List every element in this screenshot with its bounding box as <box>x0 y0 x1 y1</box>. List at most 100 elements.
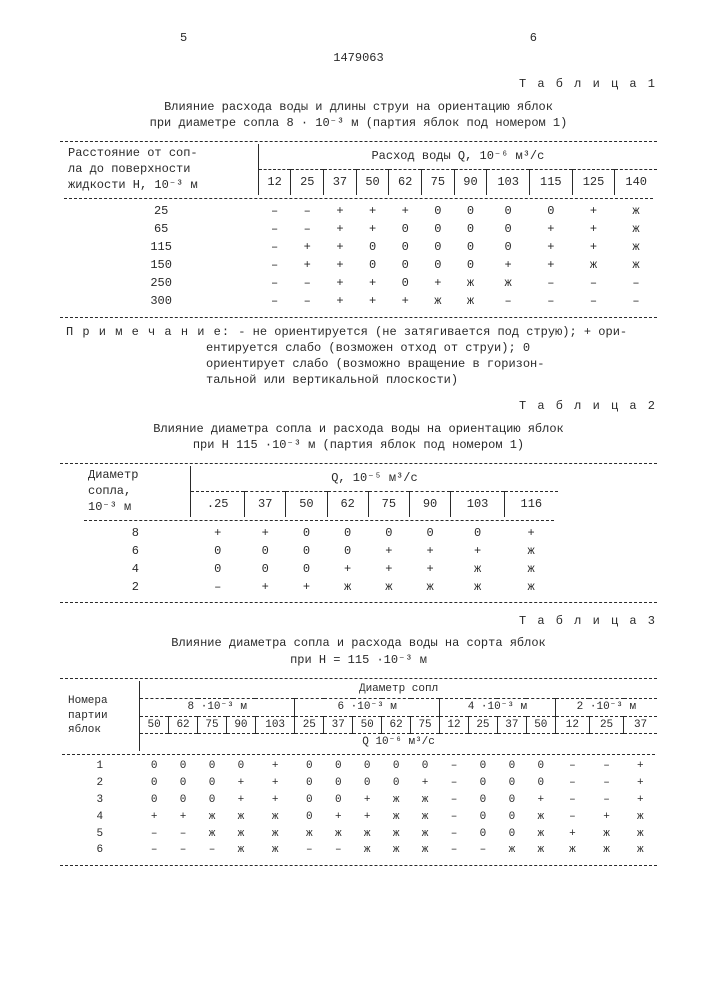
table3-cell: – <box>198 842 227 859</box>
table3-col: 12 <box>555 716 589 734</box>
table1-cell: 0 <box>487 202 530 220</box>
table3-col: 75 <box>411 716 440 734</box>
table1-cell: 0 <box>454 202 487 220</box>
table1-cell: + <box>389 202 422 220</box>
table3-cell: ж <box>382 792 411 809</box>
table1-caption-l2: при диаметре сопла 8 · 10⁻³ м (партия яб… <box>60 115 657 131</box>
table2-col: .25 <box>191 491 245 516</box>
table2-cell: + <box>191 524 245 542</box>
table-row: 250––++0+жж––– <box>60 274 657 292</box>
table3-cell: + <box>353 792 382 809</box>
table2-cell: 0 <box>245 560 286 578</box>
table3-cell: 0 <box>140 775 169 792</box>
table1-cell: 0 <box>487 220 530 238</box>
table2-cell: ж <box>368 578 409 596</box>
table1-cell: 0 <box>356 256 389 274</box>
table1-cell: + <box>324 292 357 310</box>
table1-cell: – <box>258 202 291 220</box>
table3-cell: ж <box>295 826 324 843</box>
table1-cell: + <box>324 256 357 274</box>
table1-col: 25 <box>291 169 324 194</box>
table1-cell: ж <box>487 274 530 292</box>
table2-rowhdr: Диаметр сопла, 10⁻³ м <box>80 466 191 517</box>
table3-col: 90 <box>226 716 255 734</box>
table3-cell: + <box>624 792 657 809</box>
table3-cell: + <box>169 809 198 826</box>
table3-cell: 0 <box>497 809 526 826</box>
table3-cell: ж <box>411 792 440 809</box>
table3-cell: + <box>140 809 169 826</box>
table3-cell: ж <box>353 842 382 859</box>
table3-cell: 0 <box>468 792 497 809</box>
table3-cell: 0 <box>140 758 169 775</box>
table2-row-h: 8 <box>80 524 191 542</box>
table3-cell: – <box>324 842 353 859</box>
table2-row-h: 2 <box>80 578 191 596</box>
table3-q-header: Q 10⁻⁶ м³/с <box>140 734 657 751</box>
table2-cell: 0 <box>286 542 327 560</box>
t3-rh-l1: Номера <box>68 695 108 707</box>
table3-cell: 0 <box>226 758 255 775</box>
table2-col: 75 <box>368 491 409 516</box>
table3-cell: – <box>140 842 169 859</box>
table1-cell: 0 <box>422 256 455 274</box>
table3-cell: ж <box>255 809 294 826</box>
table2-col: 62 <box>327 491 368 516</box>
table3-cell: ж <box>526 826 555 843</box>
table2-cell: + <box>451 542 505 560</box>
table3-group: 4 ·10⁻³ м <box>440 698 556 716</box>
table2-cell: ж <box>327 578 368 596</box>
table3-col: 50 <box>353 716 382 734</box>
table3-cell: – <box>555 792 589 809</box>
note-l3: ориентирует слабо (возможно вращение в г… <box>206 356 657 372</box>
table1-cell: 0 <box>529 202 572 220</box>
table-row: 2000++0000+–000––+ <box>60 775 657 792</box>
table3-cell: – <box>140 826 169 843</box>
table2-col: 116 <box>505 491 558 516</box>
page-num-right: 6 <box>530 30 537 46</box>
table1-col: 75 <box>422 169 455 194</box>
table2-cell: ж <box>451 578 505 596</box>
table3-col: 50 <box>140 716 169 734</box>
table2-cell: + <box>505 524 558 542</box>
table3-cell: 0 <box>353 775 382 792</box>
table2-col: 90 <box>409 491 450 516</box>
note-block: П р и м е ч а н и е: - не ориентируется … <box>66 324 657 389</box>
table1-col: 125 <box>572 169 615 194</box>
table1-cell: + <box>422 274 455 292</box>
table3-group: 6 ·10⁻³ м <box>295 698 440 716</box>
table3-cell: 0 <box>169 758 198 775</box>
table3-cell: ж <box>382 826 411 843</box>
table3-row-h: 5 <box>60 826 140 843</box>
table1-cell: + <box>529 238 572 256</box>
table3-rowhdr: Номера партии яблок <box>60 681 140 751</box>
table3-cell: – <box>440 809 469 826</box>
table3-cell: 0 <box>497 792 526 809</box>
table1-row-h: 250 <box>60 274 258 292</box>
table1-cell: + <box>529 256 572 274</box>
table2-cell: + <box>327 560 368 578</box>
table1-col: 140 <box>615 169 657 194</box>
table3-cell: 0 <box>411 758 440 775</box>
table3-cell: 0 <box>324 775 353 792</box>
table3-cell: – <box>589 758 623 775</box>
table-row: 10000+00000–000––+ <box>60 758 657 775</box>
table1-cell: + <box>324 238 357 256</box>
table1-cell: + <box>356 202 389 220</box>
table1-cell: + <box>529 220 572 238</box>
t3-cap-l1: Влияние диаметра сопла и расхода воды на… <box>60 635 657 651</box>
table3-cell: ж <box>353 826 382 843</box>
t2-rh-l2: сопла, <box>88 484 131 498</box>
t3-rh-l3: яблок <box>68 724 101 736</box>
table3-cell: + <box>255 792 294 809</box>
table1-cell: + <box>291 256 324 274</box>
table-row: 300––+++жж–––– <box>60 292 657 310</box>
t1-rh-l1: Расстояние от соп- <box>68 146 198 160</box>
table3-caption: Влияние диаметра сопла и расхода воды на… <box>60 635 657 667</box>
table3-cell: – <box>555 758 589 775</box>
table1-row-h: 150 <box>60 256 258 274</box>
t3-cap-l2: при H = 115 ·10⁻³ м <box>60 652 657 668</box>
table-row: 6–––жж––жжж––жжжжж <box>60 842 657 859</box>
table3-cell: ж <box>411 809 440 826</box>
note-l4: тальной или вертикальной плоскости) <box>206 372 657 388</box>
